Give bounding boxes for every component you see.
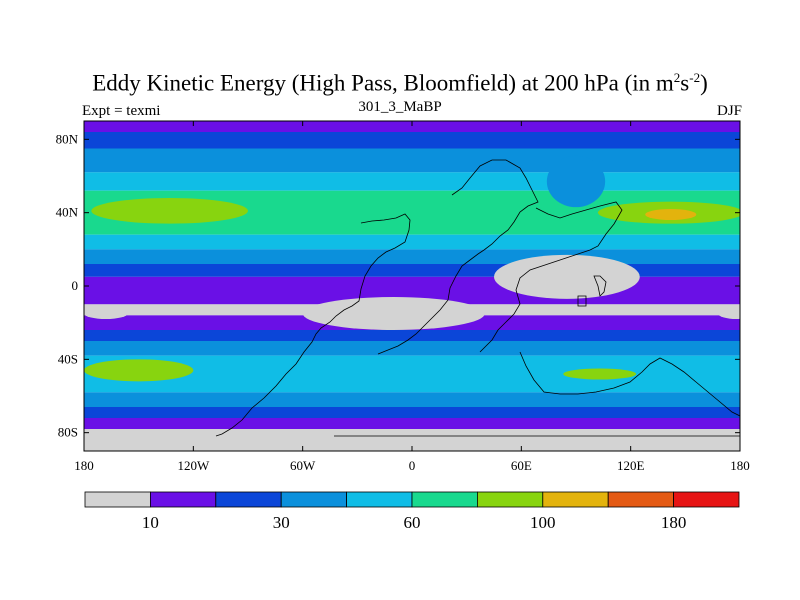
x-tick-label: 180 — [730, 458, 750, 473]
zonal-band-17 — [84, 429, 740, 451]
colorbar-swatch-6 — [476, 491, 544, 508]
x-tick-label: 180 — [74, 458, 94, 473]
zonal-band-14 — [84, 392, 740, 407]
coastline-asia — [479, 201, 623, 353]
feature-tropics-low-west — [84, 308, 128, 319]
colorbar-label: 100 — [530, 513, 556, 532]
zonal-band-16 — [84, 418, 740, 429]
zonal-band-2 — [84, 148, 740, 173]
chart-subtitle: 301_3_MaBP — [358, 99, 442, 115]
y-tick-label: 40N — [56, 205, 79, 220]
colorbar-label: 60 — [404, 513, 421, 532]
season-label: DJF — [716, 103, 742, 119]
zonal-band-11 — [84, 330, 740, 341]
zonal-band-3 — [84, 172, 740, 191]
x-tick-label: 120E — [617, 458, 645, 473]
x-tick-label: 60E — [511, 458, 532, 473]
x-tick-label: 0 — [409, 458, 416, 473]
zonal-bands — [84, 121, 740, 451]
zonal-band-1 — [84, 132, 740, 149]
y-tick-label: 80S — [58, 425, 78, 440]
colorbar-label: 10 — [142, 513, 159, 532]
zonal-band-0 — [84, 121, 740, 132]
coastline-africa-europe — [377, 159, 539, 355]
colorbar-label: 180 — [661, 513, 687, 532]
coastline-americas — [215, 213, 411, 437]
experiment-label: Expt = texmi — [82, 103, 161, 119]
coastline-southeast — [519, 351, 740, 417]
colorbar-swatch-4 — [346, 491, 413, 508]
y-tick-label: 40S — [58, 351, 78, 366]
colorbar-swatch-3 — [280, 491, 348, 508]
feature-nh-jet-pacific-core — [645, 209, 697, 220]
zonal-band-12 — [84, 341, 740, 356]
colorbar-swatch-1 — [149, 491, 217, 508]
zonal-band-15 — [84, 407, 740, 418]
colorbar: 10 30 60 100 180 — [84, 491, 740, 532]
feature-tibet-dip — [546, 155, 606, 208]
feature-nh-jet-atlantic-pacific — [91, 198, 249, 224]
colorbar-swatch-8 — [607, 491, 675, 508]
coastlines — [215, 159, 740, 437]
feature-tropics-low-east — [718, 308, 740, 319]
colorbar-swatch-5 — [411, 491, 478, 508]
colorbar-swatch-7 — [542, 491, 609, 508]
y-axis: 80N 40N 0 40S 80S — [56, 131, 740, 440]
contour-features — [84, 155, 740, 382]
coastline-india-islands — [593, 275, 607, 297]
x-tick-label: 120W — [177, 458, 210, 473]
x-tick-label: 60W — [290, 458, 316, 473]
zonal-band-7 — [84, 264, 740, 277]
colorbar-swatch-9 — [673, 491, 740, 508]
colorbar-swatch-0 — [84, 491, 151, 508]
x-axis: 180 120W 60W 0 60E 120E 180 — [74, 121, 750, 473]
colorbar-swatch-2 — [215, 491, 282, 508]
feature-sh-jet-atlantic — [84, 359, 194, 382]
plot-area — [84, 121, 740, 451]
coastline-island — [577, 295, 587, 307]
y-tick-label: 80N — [56, 131, 79, 146]
colorbar-label: 30 — [273, 513, 290, 532]
feature-tropics-low-indopacific — [494, 254, 640, 299]
zonal-band-6 — [84, 249, 740, 264]
y-tick-label: 0 — [72, 278, 79, 293]
chart-title: Eddy Kinetic Energy (High Pass, Bloomfie… — [92, 70, 708, 96]
zonal-band-5 — [84, 234, 740, 250]
feature-sh-jet-indian — [563, 368, 637, 380]
feature-tropics-low-africa — [302, 297, 485, 330]
